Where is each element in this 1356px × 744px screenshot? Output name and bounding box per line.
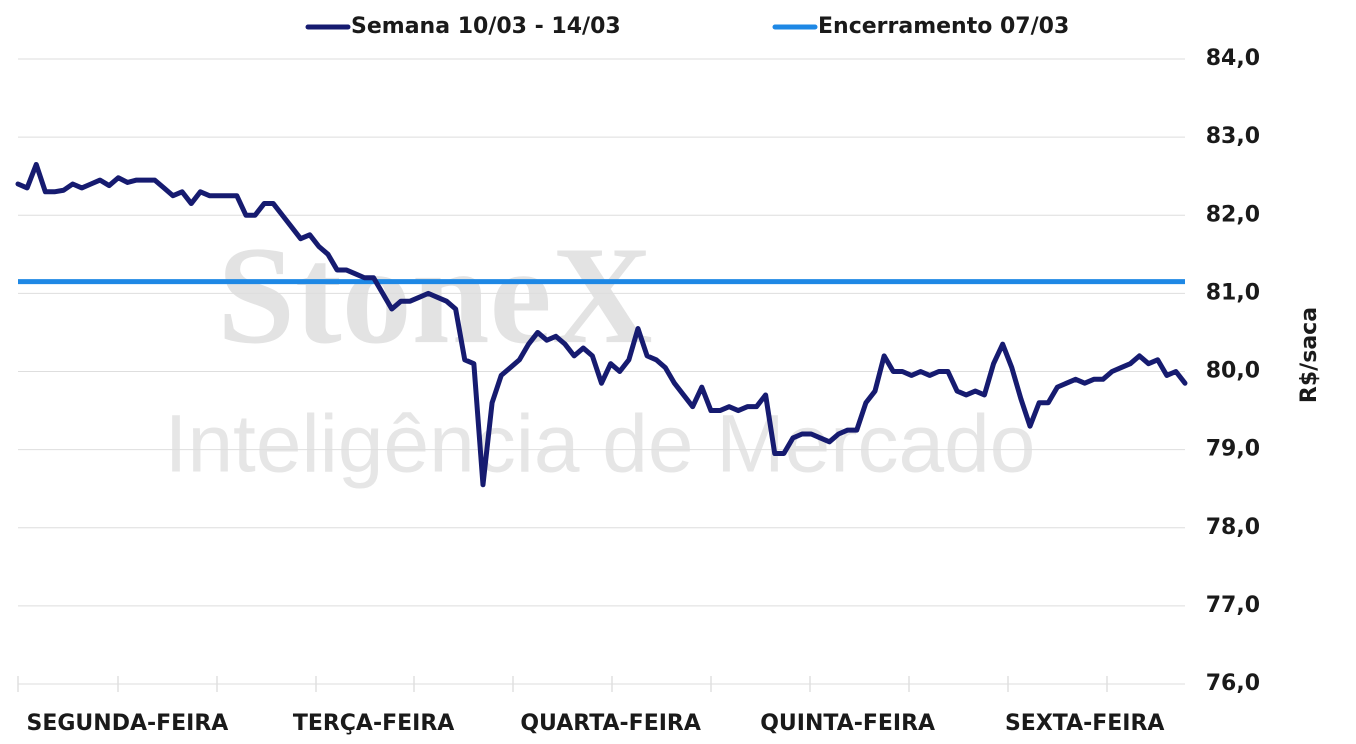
data-line [15, 161, 1188, 488]
y-tick-label: 79,0 [1206, 437, 1260, 462]
x-tick-label: SEGUNDA-FEIRA [26, 711, 228, 736]
legend-label: Semana 10/03 - 14/03 [351, 14, 621, 39]
y-tick-label: 83,0 [1206, 124, 1260, 149]
y-tick-label: 78,0 [1206, 515, 1260, 540]
watermark-subtitle: Inteligência de Mercado [165, 399, 1036, 490]
y-axis-label: R$/saca [1297, 307, 1322, 403]
y-tick-label: 80,0 [1206, 359, 1260, 384]
y-tick-label: 76,0 [1206, 671, 1260, 696]
x-tick-label: QUARTA-FEIRA [520, 711, 701, 736]
y-tick-label: 84,0 [1206, 46, 1260, 71]
y-tick-label: 77,0 [1206, 593, 1260, 618]
y-tick-label: 82,0 [1206, 202, 1260, 227]
x-tick-label: SEXTA-FEIRA [1005, 711, 1165, 736]
x-tick-label: QUINTA-FEIRA [760, 711, 935, 736]
x-tick-label: TERÇA-FEIRA [293, 711, 455, 736]
y-tick-label: 81,0 [1206, 280, 1260, 305]
legend-label: Encerramento 07/03 [818, 14, 1069, 39]
